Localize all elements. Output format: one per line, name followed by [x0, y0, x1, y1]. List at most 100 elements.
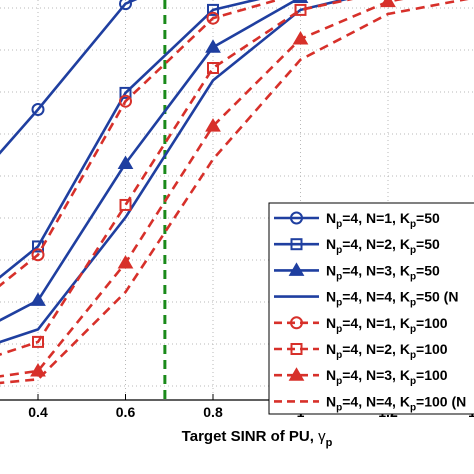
legend-label-subscript: p	[410, 219, 416, 230]
legend-label-text: N	[326, 236, 336, 252]
legend-label: Np=4, N=1, Kp=100	[326, 315, 448, 335]
legend-label-text: N	[326, 315, 336, 331]
legend-label-subscript: p	[410, 271, 416, 282]
series-line	[0, 0, 469, 385]
legend-label: Np=4, N=3, Kp=50	[326, 262, 440, 282]
x-axis-title-group: Target SINR of PU, γp	[182, 428, 333, 449]
legend-label-subscript: p	[410, 324, 416, 335]
marker-square	[119, 86, 132, 99]
legend-entry: Np=4, N=2, Kp=100	[274, 341, 448, 361]
legend-label-text: =100	[416, 367, 448, 383]
marker-circle	[31, 248, 45, 262]
legend-label-text: =100	[416, 315, 448, 331]
series-line	[0, 0, 348, 344]
legend-label-subscript: p	[410, 402, 416, 413]
legend-label-text: =100 (N	[416, 393, 466, 409]
marker-circle	[119, 94, 132, 108]
marker-square	[32, 335, 44, 348]
legend-label-text: =50	[416, 236, 440, 252]
marker-triangle	[292, 30, 309, 45]
legend-entry: Np=4, N=4, Kp=50 (N	[274, 289, 458, 309]
x-tick-label: 0.8	[203, 404, 223, 420]
marker-circle	[290, 211, 303, 225]
legend-entry: Np=4, N=1, Kp=100	[274, 315, 448, 335]
legend-label-text: =4, N=4, K	[342, 393, 410, 409]
legend-label-text: N	[326, 367, 336, 383]
series-line	[0, 0, 354, 356]
marker-square	[119, 198, 132, 211]
legend-label: Np=4, N=4, Kp=100 (N	[326, 393, 466, 413]
legend-label-subscript: p	[336, 298, 342, 309]
series-5	[0, 0, 282, 288]
legend-label-text: N	[326, 341, 336, 357]
legend-entry: Np=4, N=2, Kp=50	[274, 236, 440, 256]
legend-label-text: =100	[416, 341, 448, 357]
series-line	[0, 0, 282, 288]
legend-label-text: N	[326, 262, 336, 278]
series-8	[0, 0, 469, 385]
marker-square	[207, 62, 219, 74]
marker-square	[290, 343, 303, 355]
legend-label-subscript: p	[410, 376, 416, 387]
legend-label-text: =50	[416, 210, 440, 226]
marker-triangle	[30, 292, 46, 306]
legend-label-text: N	[326, 210, 336, 226]
series-3	[0, 0, 309, 322]
marker-circle	[119, 0, 132, 11]
series-line	[0, 0, 138, 155]
legend-label-subscript: p	[336, 402, 342, 413]
marker-triangle	[288, 262, 305, 276]
marker-triangle	[30, 362, 46, 377]
marker-square	[294, 3, 307, 16]
legend-label-text: =4, N=1, K	[342, 210, 410, 226]
series-4	[0, 0, 348, 344]
legend-entry: Np=4, N=4, Kp=100 (N	[274, 393, 466, 413]
series-6	[0, 0, 354, 356]
legend-label: Np=4, N=1, Kp=50	[326, 210, 440, 230]
marker-square	[207, 3, 219, 16]
marker-triangle	[205, 118, 221, 132]
legend-label-subscript: p	[336, 350, 342, 361]
x-axis-title-subscript: p	[326, 437, 333, 449]
marker-triangle	[292, 0, 309, 3]
series-2	[0, 0, 261, 279]
series-group	[0, 0, 469, 385]
legend-label-subscript: p	[336, 219, 342, 230]
legend-label-subscript: p	[336, 376, 342, 387]
legend-label: Np=4, N=4, Kp=50 (N	[326, 289, 458, 309]
legend-label: Np=4, N=3, Kp=100	[326, 367, 448, 387]
marker-triangle	[117, 255, 134, 269]
legend-label-subscript: p	[336, 245, 342, 256]
legend-label-subscript: p	[410, 350, 416, 361]
legend-label-subscript: p	[336, 324, 342, 335]
legend-label-text: =4, N=3, K	[342, 262, 410, 278]
legend-label: Np=4, N=2, Kp=50	[326, 236, 440, 256]
series-line	[0, 0, 299, 322]
legend-label-text: =4, N=3, K	[342, 367, 410, 383]
series-line	[0, 0, 261, 279]
series-1	[0, 0, 138, 155]
legend-label-text: =50	[416, 262, 440, 278]
marker-triangle	[288, 367, 305, 381]
legend-entry: Np=4, N=3, Kp=100	[274, 367, 448, 387]
marker-circle	[31, 103, 45, 116]
marker-circle	[206, 11, 220, 25]
x-tick-label: 0.4	[28, 404, 48, 420]
x-axis-title-symbol: γ	[318, 428, 326, 445]
legend-label-subscript: p	[336, 271, 342, 282]
marker-triangle	[117, 155, 134, 169]
legend-label-text: =4, N=2, K	[342, 236, 410, 252]
marker-triangle	[205, 39, 221, 53]
series-7	[0, 0, 404, 378]
legend-entry: Np=4, N=3, Kp=50	[274, 262, 440, 282]
legend-label-subscript: p	[410, 245, 416, 256]
marker-triangle	[380, 0, 396, 8]
legend-label-text: =50 (N	[416, 289, 458, 305]
legend-label-subscript: p	[410, 298, 416, 309]
marker-circle	[290, 316, 303, 330]
x-tick-label: 0.6	[116, 404, 136, 420]
legend-label-text: =4, N=1, K	[342, 315, 410, 331]
x-axis-title: Target SINR of PU, γp	[182, 428, 333, 449]
legend-label-text: =4, N=4, K	[342, 289, 410, 305]
